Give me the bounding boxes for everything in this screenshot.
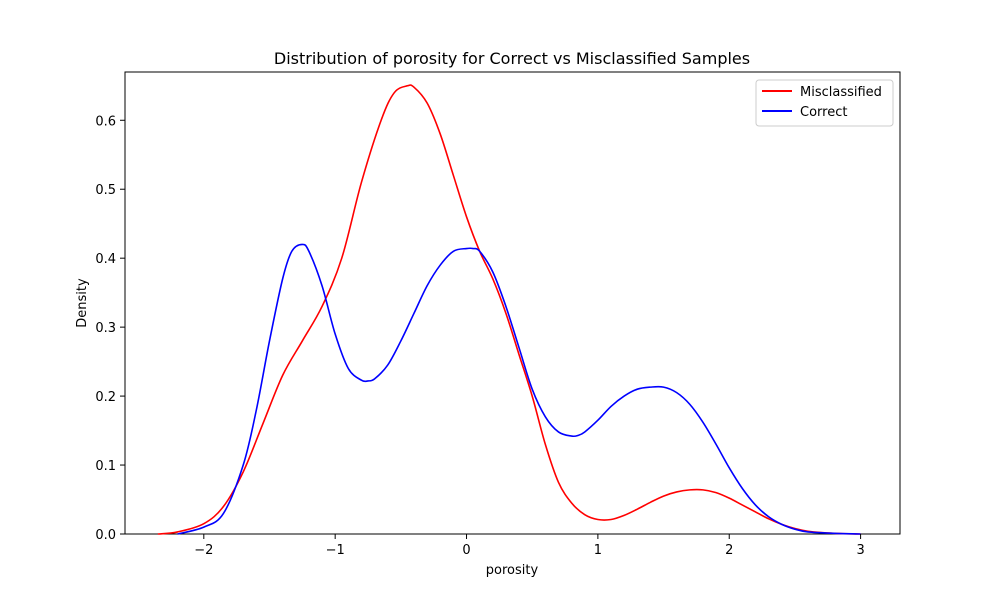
y-tick-label: 0.1 <box>95 459 116 474</box>
y-axis-label: Density <box>75 278 90 328</box>
legend: Misclassified Correct <box>755 79 894 127</box>
x-tick-label: −2 <box>194 543 213 558</box>
y-axis: 0.0 0.1 0.2 0.3 0.4 0.5 0.6 <box>95 114 125 543</box>
y-tick-label: 0.3 <box>95 321 116 336</box>
y-tick-label: 0.4 <box>95 252 116 267</box>
series-line-misclassified <box>157 84 861 535</box>
y-tick-label: 0.6 <box>95 114 116 129</box>
x-tick-label: 3 <box>856 543 864 558</box>
y-tick-label: 0.5 <box>95 183 116 198</box>
chart-title: Distribution of porosity for Correct vs … <box>274 49 750 68</box>
x-tick-label: 2 <box>725 543 733 558</box>
series-layer <box>157 84 861 535</box>
y-tick-label: 0.2 <box>95 390 116 405</box>
legend-label-misclassified: Misclassified <box>800 85 882 100</box>
x-axis-label: porosity <box>486 563 539 578</box>
y-tick-label: 0.0 <box>95 528 116 543</box>
legend-items: Misclassified Correct <box>762 85 882 120</box>
plot-frame <box>124 71 901 535</box>
x-tick-label: 0 <box>462 543 470 558</box>
x-tick-label: −1 <box>326 543 345 558</box>
x-axis: −2 −1 0 1 2 3 <box>194 534 865 558</box>
series-line-correct <box>177 243 861 535</box>
plot-area: −2 −1 0 1 2 3 0.0 0.1 0.2 0.3 0.4 0.5 0.6 <box>95 71 901 558</box>
legend-label-correct: Correct <box>800 105 847 120</box>
x-tick-label: 1 <box>594 543 602 558</box>
